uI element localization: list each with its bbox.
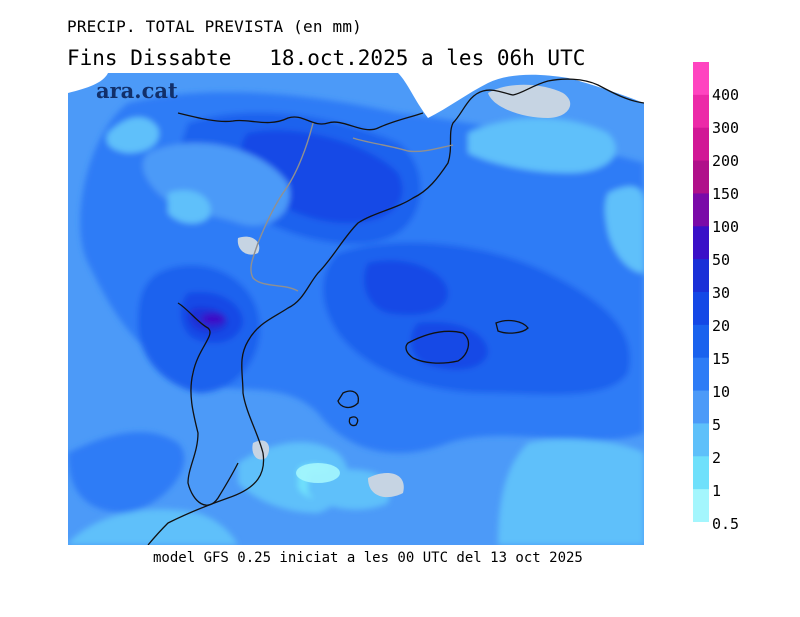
no-precip-area xyxy=(252,440,270,460)
no-precip-area xyxy=(488,84,571,118)
precip-area-2 xyxy=(605,186,644,273)
blank-area xyxy=(398,73,644,118)
legend-label-150: 150 xyxy=(712,185,740,203)
forecast-valid-time: Fins Dissabte 18.oct.2025 a les 06h UTC xyxy=(67,46,586,70)
legend-swatch-10 xyxy=(693,357,709,392)
catalonia-border xyxy=(250,122,314,292)
legend-swatch-20 xyxy=(693,292,709,326)
precip-area-05 xyxy=(296,463,340,483)
legend-colorbar xyxy=(693,62,709,522)
precip-contours xyxy=(68,92,644,545)
legend-label-50: 50 xyxy=(712,251,731,269)
ibiza-coast xyxy=(337,390,359,409)
legend-label-20: 20 xyxy=(712,317,731,335)
legend-label-400: 400 xyxy=(712,86,740,104)
inland-border xyxy=(177,302,239,506)
iberian-coastline xyxy=(147,78,644,545)
legend-label-2: 2 xyxy=(712,449,722,467)
formentera-coast xyxy=(348,416,359,427)
map-title: PRECIP. TOTAL PREVISTA (en mm) xyxy=(67,17,362,36)
no-precip-area xyxy=(237,236,260,255)
precip-area-2 xyxy=(106,117,159,153)
catalonia-border xyxy=(352,137,454,153)
legend-swatch-2 xyxy=(693,423,709,457)
legend-swatch-100 xyxy=(693,193,709,227)
legend-label-100: 100 xyxy=(712,218,740,236)
legend-label-200: 200 xyxy=(712,152,740,170)
legend-label-15: 15 xyxy=(712,350,731,368)
legend-swatch-200 xyxy=(693,127,709,162)
legend-swatch-1 xyxy=(693,456,709,490)
regional-borders xyxy=(250,122,454,292)
legend-swatch-400 xyxy=(693,62,709,96)
precip-area-20 xyxy=(364,260,448,315)
legend-swatch-30 xyxy=(693,259,709,293)
legend-swatch-5 xyxy=(693,390,709,424)
legend-label-0.5: 0.5 xyxy=(712,515,740,533)
legend-swatch-150 xyxy=(693,160,709,194)
legend-swatch-50 xyxy=(693,226,709,260)
ara-cat-logo: ara.cat xyxy=(96,78,178,103)
model-info: model GFS 0.25 iniciat a les 00 UTC del … xyxy=(153,550,583,566)
legend-swatch-15 xyxy=(693,324,709,359)
precipitation-map: ara.cat xyxy=(68,73,644,545)
precip-area-50 xyxy=(201,313,225,325)
precip-area-2 xyxy=(68,509,238,545)
legend-swatch-0.5 xyxy=(693,489,709,522)
precip-area-10 xyxy=(68,432,185,513)
legend-label-10: 10 xyxy=(712,383,731,401)
legend-label-5: 5 xyxy=(712,416,722,434)
coastlines xyxy=(147,78,644,545)
mallorca-coast xyxy=(405,330,470,364)
precip-area-2 xyxy=(468,118,616,173)
precip-area-2 xyxy=(498,438,644,545)
precip-area-2 xyxy=(168,190,211,224)
legend-label-300: 300 xyxy=(712,119,740,137)
blank-area xyxy=(68,73,108,93)
legend-label-1: 1 xyxy=(712,482,722,500)
north-border xyxy=(177,112,424,131)
menorca-coast xyxy=(495,319,529,334)
no-precip-area xyxy=(368,473,404,498)
legend-swatch-300 xyxy=(693,94,709,129)
legend-label-30: 30 xyxy=(712,284,731,302)
